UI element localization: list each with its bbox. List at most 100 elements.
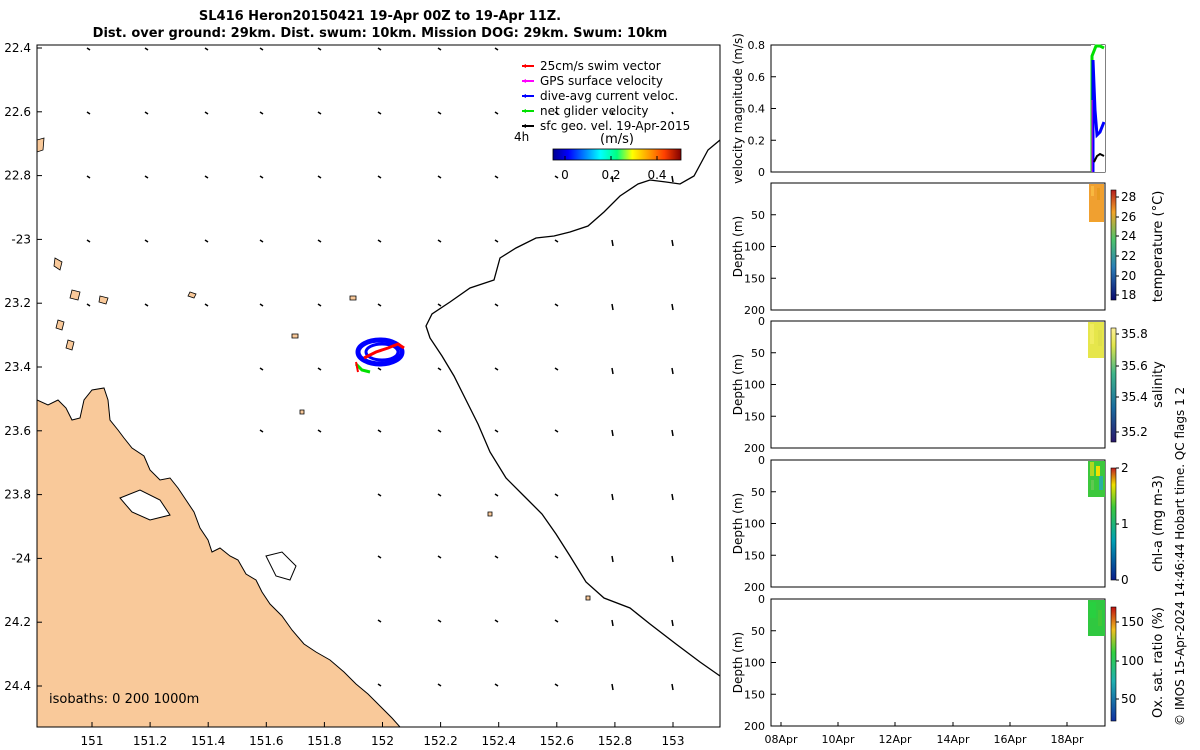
velocity-panel: [770, 44, 1106, 173]
geo-arrow: [611, 555, 614, 563]
geo-arrow: [611, 367, 614, 375]
geo-arrow: [144, 303, 149, 307]
geo-arrow: [494, 111, 499, 115]
panel-y-tick-label: 50: [751, 347, 765, 360]
colorbar-tick-label: 50: [1121, 692, 1136, 706]
geo-arrow: [204, 47, 209, 51]
geo-arrow: [204, 111, 209, 115]
geo-arrow: [671, 239, 674, 247]
colorbar-tick-label: 100: [1121, 654, 1144, 668]
geo-arrow: [437, 555, 442, 559]
map-y-tick-label: 22.4: [4, 41, 31, 55]
colorbar-tick-label: 20: [1121, 269, 1136, 283]
panel-y-tick-label: 50: [751, 209, 765, 222]
panel-y-tick-label: 150: [744, 410, 765, 423]
geo-velocity-arrows: [86, 47, 674, 691]
geo-arrow: [259, 429, 264, 433]
colorbar-title: (m/s): [600, 132, 634, 147]
panel-y-tick-label: 100: [744, 241, 765, 254]
map-y-tick-label: 23.4: [4, 360, 31, 374]
map-y-tick-label: 22.6: [4, 105, 31, 119]
geo-arrow: [494, 683, 499, 687]
geo-arrow: [494, 429, 499, 433]
colorbar-tick-label: 150: [1121, 615, 1144, 629]
geo-arrow: [259, 47, 264, 51]
glider-track: [354, 337, 405, 374]
geo-arrow: [86, 175, 91, 179]
geo-arrow: [554, 683, 559, 687]
copyright-note: © IMOS 15-Apr-2024 14:46:44 Hobart time.…: [1173, 387, 1187, 726]
geo-arrow: [437, 47, 442, 51]
geo-arrow: [144, 175, 149, 179]
panel-y-tick-label: 150: [744, 688, 765, 701]
geo-arrow: [377, 619, 382, 623]
colorbar-tick-label: 28: [1121, 190, 1136, 204]
legend-arrowhead: [522, 64, 526, 68]
colorbar-tick-label: 0: [561, 168, 569, 182]
geo-arrow: [377, 555, 382, 559]
geo-arrow: [611, 619, 614, 627]
geo-arrow: [437, 239, 442, 243]
geo-arrow: [671, 683, 674, 691]
map-x-tick-label: 153: [662, 734, 685, 748]
colorbar-tick-label: 35.8: [1121, 327, 1148, 341]
colorbar-label: Ox. sat. ratio (%): [1151, 607, 1166, 718]
geo-arrow: [437, 303, 442, 307]
map-x-tick-label: 152.4: [482, 734, 516, 748]
geo-arrow: [494, 493, 499, 497]
geo-arrow: [144, 47, 149, 51]
map-x-ticks: 151 151.2 151.4 151.6 151.8 152 152.2 152.4 152.…: [81, 722, 685, 748]
map-y-ticks: 22.4 22.6 22.8 -23 23.2 23.4 23.6 23.8 -24 24.2 24…: [4, 41, 42, 693]
map-y-tick-label: 24.2: [4, 615, 31, 629]
legend-label: net glider velocity: [540, 104, 648, 118]
geo-arrow: [494, 367, 499, 371]
geo-arrow: [377, 111, 382, 115]
geo-arrow: [554, 303, 559, 307]
geo-arrow: [611, 175, 614, 183]
map-y-tick-label: 23.2: [4, 296, 31, 310]
salinity-panel: [770, 320, 1117, 449]
legend-label: 25cm/s swim vector: [540, 59, 661, 73]
geo-arrow: [317, 175, 322, 179]
geo-arrow: [377, 683, 382, 687]
geo-arrow: [494, 239, 499, 243]
coast-inlet: [119, 489, 171, 521]
geo-arrow: [259, 303, 264, 307]
geo-arrow: [611, 239, 614, 247]
geo-arrow: [204, 239, 209, 243]
geo-arrow: [377, 493, 382, 497]
map-y-tick-label: 23.6: [4, 424, 31, 438]
legend-label: dive-avg current veloc.: [540, 89, 678, 103]
legend-label: GPS surface velocity: [540, 74, 663, 88]
geo-arrow: [259, 367, 264, 371]
isobaths-label: isobaths: 0 200 1000m: [49, 692, 199, 707]
islands: [37, 137, 591, 601]
geo-arrow: [494, 555, 499, 559]
legend-arrowhead: [522, 109, 526, 113]
panel-x-tick-label: 14Apr: [936, 733, 970, 746]
map-y-tick-label: 23.8: [4, 488, 31, 502]
colorbar-ticks: 0 0.2 0.4: [561, 156, 667, 182]
geo-arrow: [317, 429, 322, 433]
map-y-tick-label: 24.4: [4, 679, 31, 693]
geo-arrow: [554, 175, 559, 179]
mainland-coast: [37, 387, 401, 727]
colorbar-tick-label: 2: [1121, 461, 1129, 475]
legend-arrowhead: [522, 79, 526, 83]
geo-arrow: [494, 619, 499, 623]
panel-y-tick-label: 0.4: [748, 103, 766, 116]
geo-arrow: [86, 111, 91, 115]
map-y-tick-label: -24: [11, 551, 31, 565]
panel-y-tick-label: 200: [744, 304, 765, 317]
geo-arrow: [144, 239, 149, 243]
geo-arrow: [259, 175, 264, 179]
colorbar-tick-label: 35.4: [1121, 390, 1148, 404]
geo-arrow: [611, 683, 614, 691]
chart-title-line2: Dist. over ground: 29km. Dist. swum: 10k…: [92, 26, 668, 41]
colorbar-label: chl-a (mg m-3): [1151, 475, 1166, 572]
geo-arrow: [317, 303, 322, 307]
panel-y-label: velocity magnitude (m/s): [731, 33, 745, 184]
geo-arrow: [377, 47, 382, 51]
geo-arrow: [554, 555, 559, 559]
